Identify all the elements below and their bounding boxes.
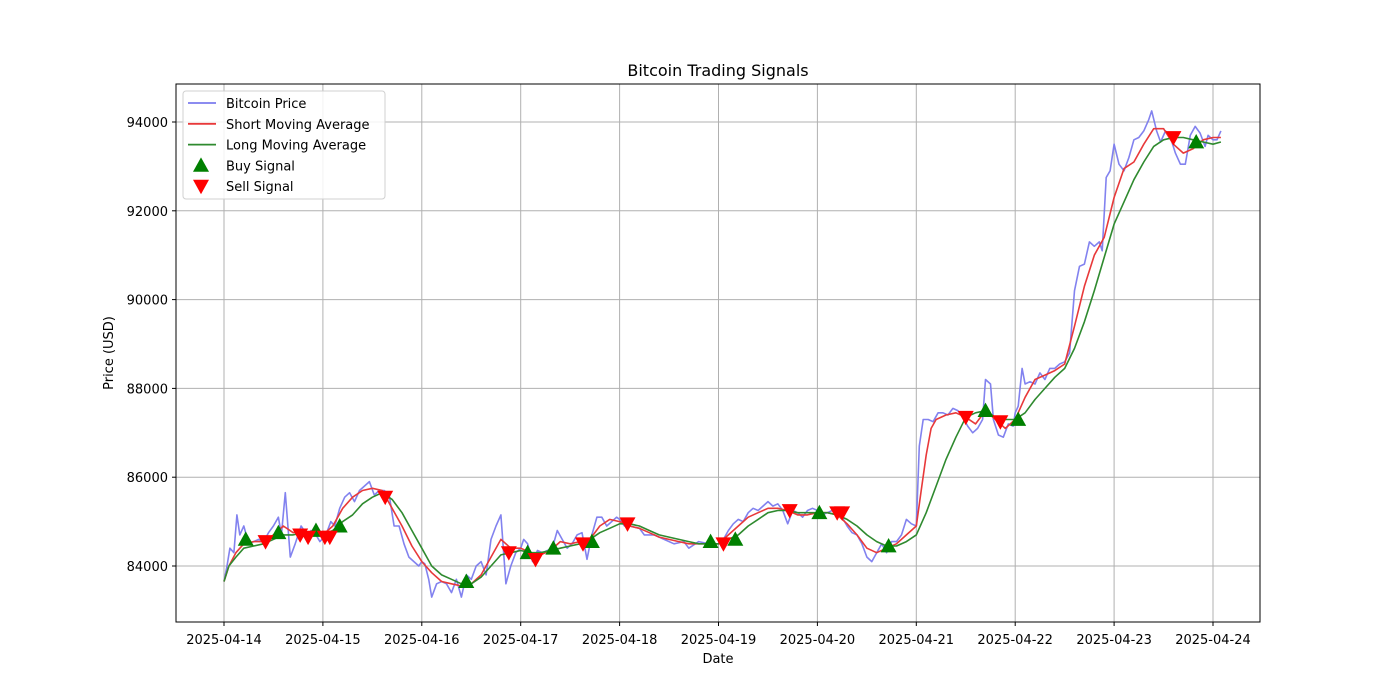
- legend-label: Buy Signal: [226, 159, 295, 174]
- sell-signal-marker: [300, 530, 317, 546]
- sell-signal-marker: [619, 517, 636, 532]
- legend-label: Short Moving Average: [226, 118, 370, 133]
- x-tick-label: 2025-04-24: [1175, 633, 1251, 648]
- legend-buy-icon: [193, 157, 209, 172]
- y-tick-label: 86000: [127, 471, 168, 486]
- y-tick-label: 92000: [127, 205, 168, 220]
- x-tick-label: 2025-04-15: [285, 633, 361, 648]
- plot-area: [223, 110, 1222, 598]
- buy-signal-marker: [545, 540, 562, 555]
- legend-label: Long Moving Average: [226, 139, 366, 154]
- sell-signal-marker: [500, 546, 517, 561]
- y-tick-label: 90000: [127, 294, 168, 309]
- buy-signal-marker: [1188, 133, 1205, 149]
- sell-signal-marker: [834, 506, 851, 521]
- buy-signal-marker: [977, 402, 994, 417]
- x-tick-label: 2025-04-16: [384, 633, 460, 648]
- sell-signal-marker: [377, 490, 394, 506]
- buy-signal-marker: [270, 524, 287, 540]
- y-axis-label: Price (USD): [102, 316, 117, 390]
- buy-signal-marker: [880, 538, 897, 553]
- x-tick-label: 2025-04-19: [681, 633, 757, 648]
- y-tick-label: 88000: [127, 382, 168, 397]
- y-tick-label: 84000: [127, 560, 168, 575]
- x-tick-label: 2025-04-14: [186, 633, 262, 648]
- x-tick-label: 2025-04-23: [1076, 633, 1152, 648]
- grid-lines: [176, 84, 1260, 622]
- x-tick-label: 2025-04-22: [977, 633, 1053, 648]
- buy-signal-marker: [583, 533, 600, 548]
- x-axis-label: Date: [702, 652, 733, 667]
- sell-signal-marker: [257, 535, 274, 550]
- sell-signal-marker: [992, 415, 1009, 430]
- legend-sell-icon: [193, 179, 209, 195]
- buy-signal-marker: [702, 533, 719, 548]
- y-tick-label: 94000: [127, 116, 168, 131]
- sell-signal-marker: [1165, 131, 1182, 146]
- buy-signal-marker: [458, 573, 475, 588]
- chart-title: Bitcoin Trading Signals: [627, 61, 808, 80]
- x-tick-label: 2025-04-17: [483, 633, 559, 648]
- buy-signal-marker: [1010, 411, 1027, 426]
- buy-signal-marker: [331, 518, 348, 533]
- legend: Bitcoin Price Short Moving Average Long Mo…: [182, 90, 386, 200]
- buy-signal-marker: [727, 531, 744, 546]
- sell-signal-marker: [321, 530, 338, 546]
- sell-signal-marker: [781, 504, 798, 519]
- sell-signal-marker: [715, 537, 732, 552]
- buy-signal-marker: [237, 531, 254, 546]
- legend-label: Sell Signal: [226, 180, 294, 195]
- legend-box: [182, 90, 386, 200]
- legend-label: Bitcoin Price: [226, 97, 306, 112]
- sell-signal-marker: [575, 537, 592, 552]
- y-axis-ticks: 84000 86000 88000 90000 92000 94000: [127, 116, 176, 575]
- sell-signal-marker: [527, 552, 544, 568]
- x-axis-ticks: 2025-04-14 2025-04-15 2025-04-16 2025-04-17…: [186, 622, 1251, 648]
- x-tick-label: 2025-04-20: [780, 633, 856, 648]
- x-tick-label: 2025-04-21: [879, 633, 955, 648]
- x-tick-label: 2025-04-18: [582, 633, 658, 648]
- sell-signal-marker: [957, 410, 974, 426]
- buy-signal-marker: [811, 504, 828, 520]
